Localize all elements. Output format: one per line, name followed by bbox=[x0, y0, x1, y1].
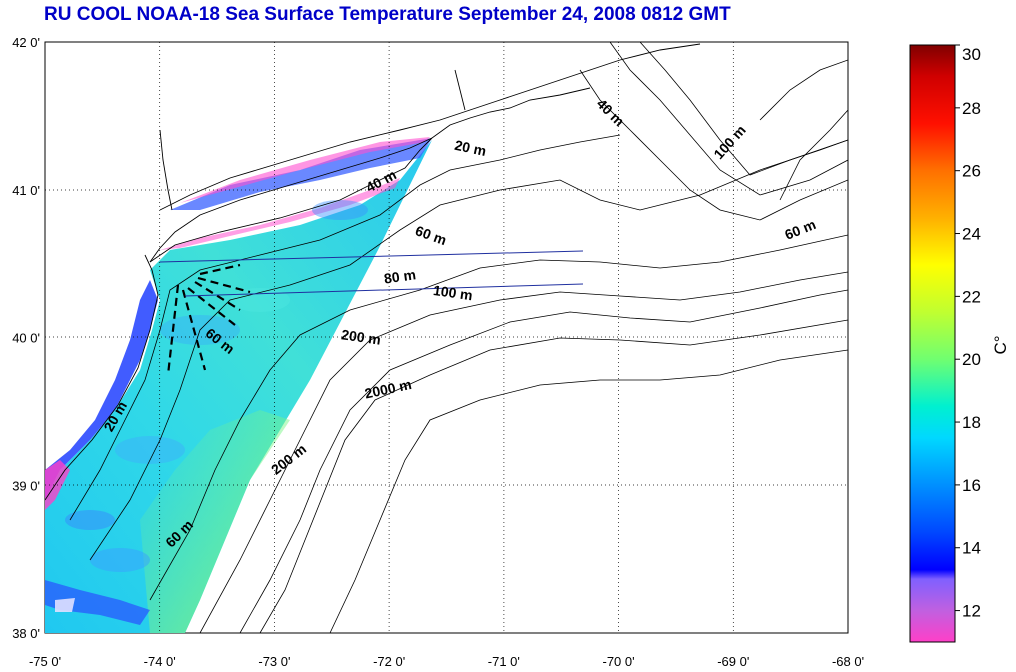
lon-tick-label: -74 0' bbox=[144, 654, 176, 669]
longitude-tick-labels: -75 0' -74 0' -73 0' -72 0' -71 0' -70 0' -69 … bbox=[29, 654, 864, 669]
lon-tick-label: -73 0' bbox=[258, 654, 290, 669]
lon-tick-label: -71 0' bbox=[488, 654, 520, 669]
colorbar-tick-label: 16 bbox=[962, 476, 981, 495]
colorbar-tick-label: 14 bbox=[962, 539, 981, 558]
bathymetry-contours bbox=[69, 42, 848, 633]
contour-label: 80 m bbox=[383, 266, 417, 286]
lat-tick-label: 40 0' bbox=[12, 331, 40, 346]
colorbar-tick-label: 12 bbox=[962, 602, 981, 621]
colorbar-gradient bbox=[909, 44, 956, 643]
colorbar-unit-label: C° bbox=[991, 335, 1010, 354]
sampling-lines bbox=[166, 263, 251, 376]
lon-tick-label: -69 0' bbox=[717, 654, 749, 669]
colorbar-tick-label: 18 bbox=[962, 413, 981, 432]
lat-lon-grid bbox=[45, 42, 848, 633]
lat-tick-label: 38 0' bbox=[12, 626, 40, 641]
colorbar-tick-label: 20 bbox=[962, 350, 981, 369]
lat-tick-label: 39 0' bbox=[12, 478, 40, 493]
lat-tick-label: 41 0' bbox=[12, 183, 40, 198]
temperature-colorbar: 12 14 16 18 20 22 24 26 28 30 C° bbox=[909, 44, 1010, 643]
colorbar-tick-label: 30 bbox=[962, 45, 981, 64]
colorbar-tick-label: 22 bbox=[962, 287, 981, 306]
latitude-tick-labels: 38 0' 39 0' 40 0' 41 0' 42 0' bbox=[12, 35, 40, 641]
colorbar-tick-label: 26 bbox=[962, 162, 981, 181]
lon-tick-label: -70 0' bbox=[603, 654, 635, 669]
colorbar-tick-label: 28 bbox=[962, 99, 981, 118]
lon-tick-label: -72 0' bbox=[373, 654, 405, 669]
contour-label: 20 m bbox=[453, 137, 488, 159]
lon-tick-label: -75 0' bbox=[29, 654, 61, 669]
map-title: RU COOL NOAA-18 Sea Surface Temperature … bbox=[44, 4, 731, 25]
coastline bbox=[45, 43, 701, 501]
contour-label: 100 m bbox=[432, 282, 474, 303]
lon-tick-label: -68 0' bbox=[832, 654, 864, 669]
colorbar-tick-label: 24 bbox=[962, 225, 981, 244]
contour-label: 200 m bbox=[340, 326, 382, 347]
transect-lines bbox=[159, 250, 584, 297]
lat-tick-label: 42 0' bbox=[12, 35, 40, 50]
